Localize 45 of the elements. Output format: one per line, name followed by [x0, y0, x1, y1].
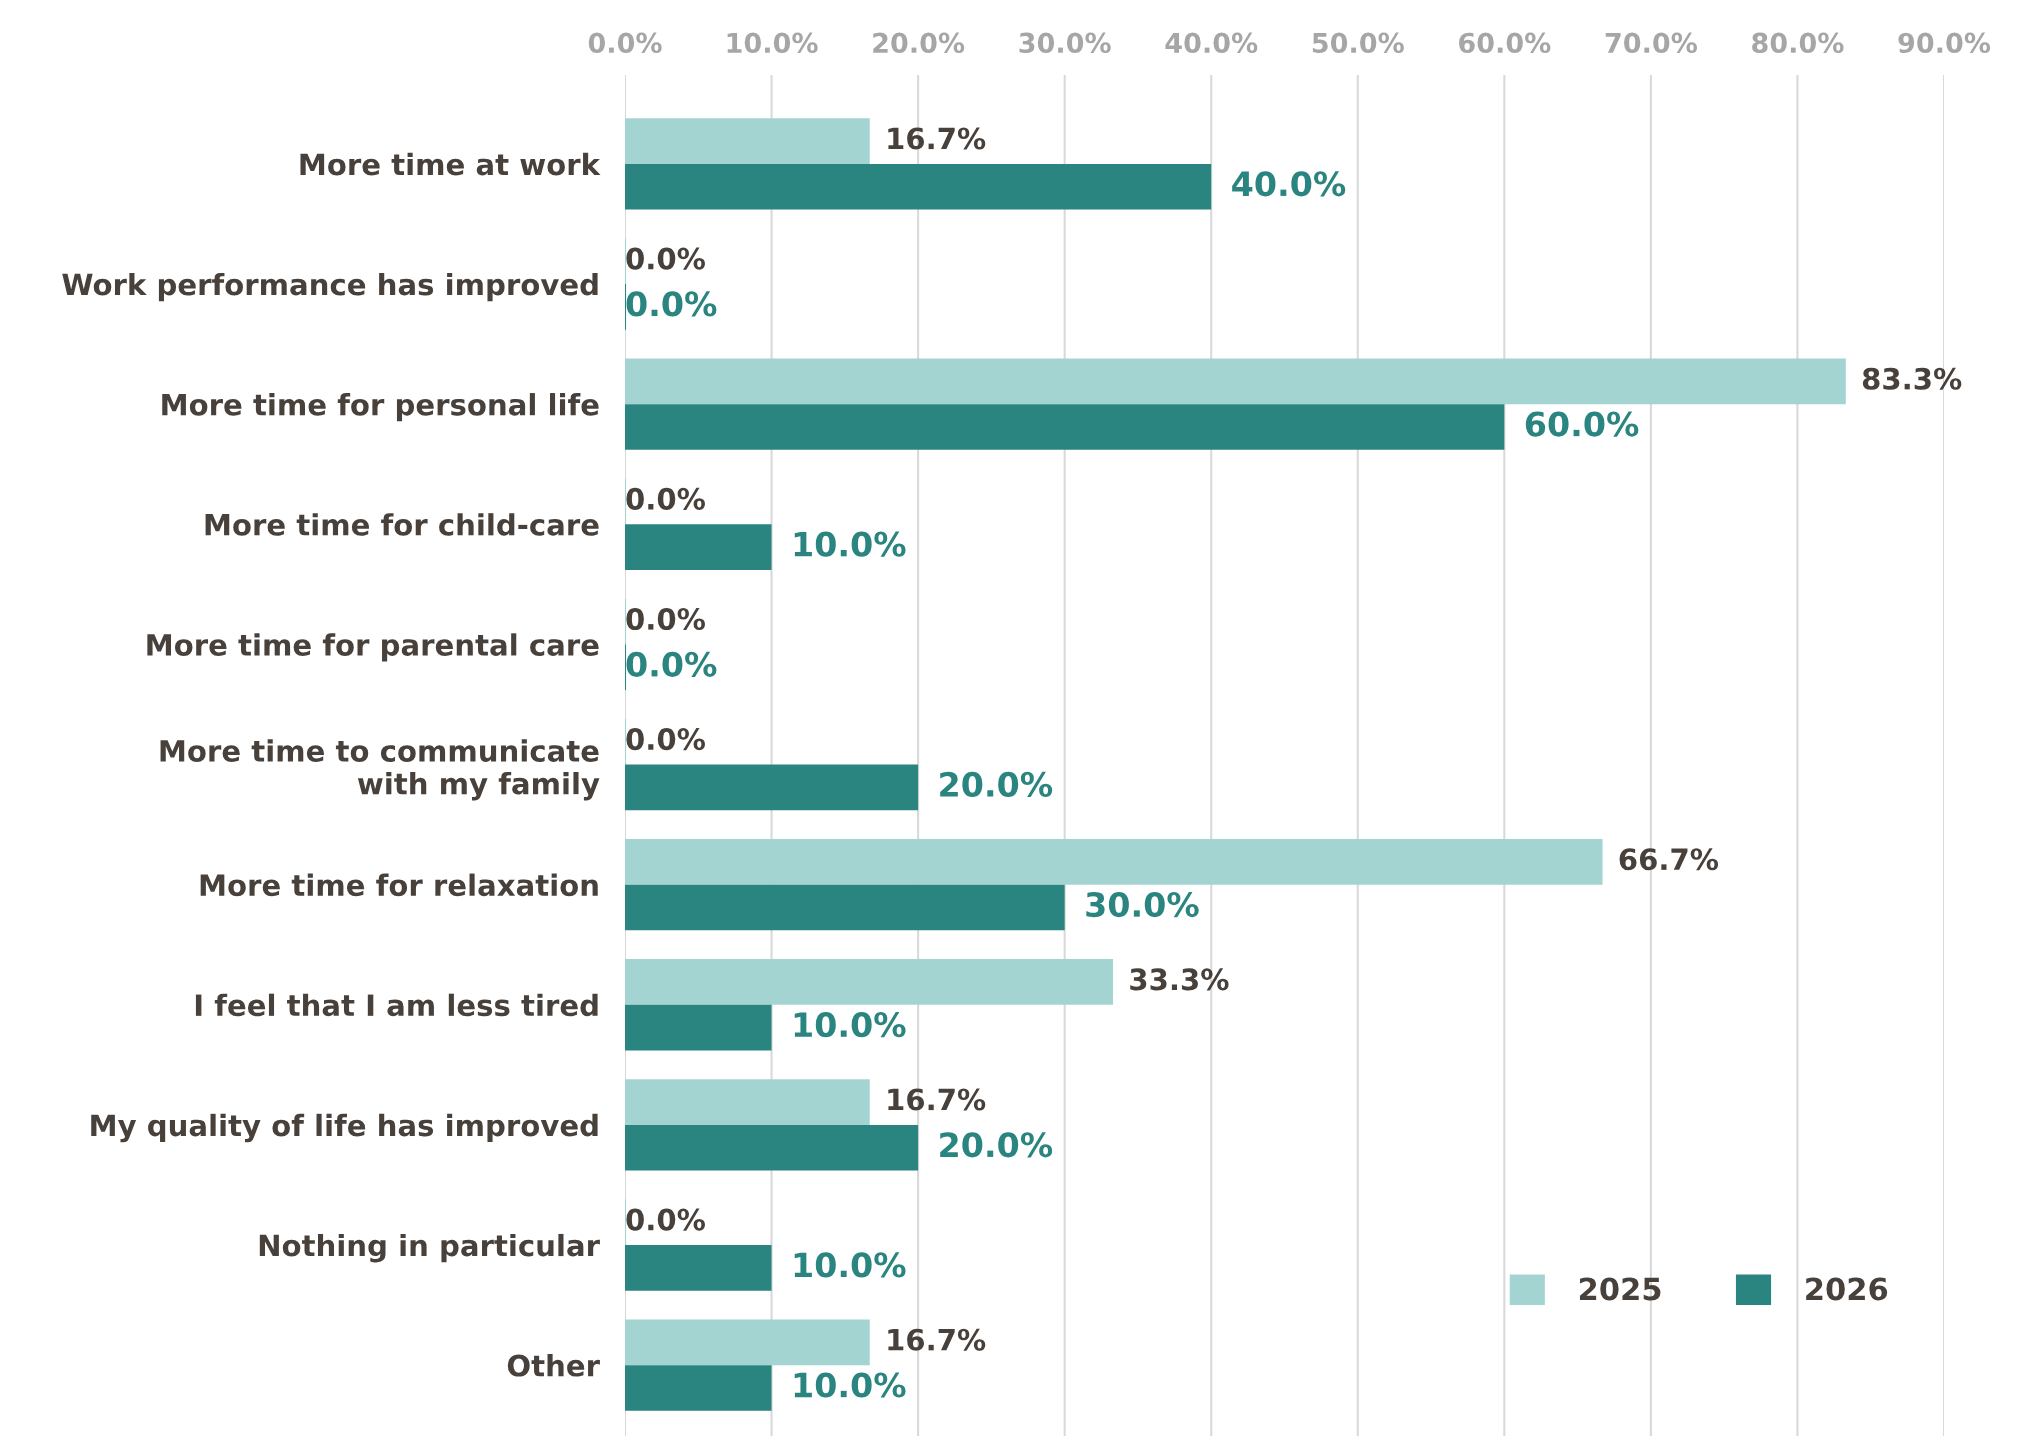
x-tick-label: 20.0% — [873, 32, 965, 54]
data-label: 0.0% — [626, 651, 717, 677]
legend-label: 2026 — [1806, 1277, 1888, 1301]
y-tick-label: More time for relaxation — [200, 873, 598, 897]
y-tick-label: More time for child-care — [205, 513, 599, 536]
data-label: 0.0% — [626, 291, 717, 317]
y-tick-label: More time for personal life — [162, 393, 599, 422]
data-label: 10.0% — [794, 531, 906, 557]
data-label: 10.0% — [794, 1372, 906, 1398]
x-tick-label: 60.0% — [1459, 32, 1551, 54]
data-label: 0.0% — [626, 247, 705, 270]
y-tick-label: Work performance has improved — [62, 272, 598, 302]
legend-label: 2025 — [1579, 1277, 1661, 1301]
x-tick-label: 50.0% — [1312, 32, 1404, 54]
y-tick-label: More time to communicate with my family — [160, 739, 600, 801]
x-tick-label: 0.0% — [588, 32, 662, 54]
x-tick-label: 90.0% — [1898, 32, 1991, 54]
data-label: 16.7% — [888, 127, 986, 150]
data-label: 0.0% — [626, 728, 705, 751]
data-label: 20.0% — [940, 771, 1053, 797]
x-tick-label: 10.0% — [727, 32, 818, 54]
y-tick-label: More time at work — [300, 152, 601, 176]
data-label: 83.3% — [1862, 367, 1962, 390]
y-tick-label: Nothing in particular — [259, 1233, 600, 1263]
x-tick-label: 70.0% — [1605, 32, 1698, 54]
data-label: 30.0% — [1086, 891, 1199, 918]
data-label: 0.0% — [626, 1208, 705, 1231]
data-label: 60.0% — [1525, 411, 1639, 437]
y-tick-label: Other — [507, 1354, 600, 1377]
y-tick-label: My quality of life has improved — [91, 1113, 598, 1143]
y-tick-label: I feel that I am less tired — [195, 993, 598, 1017]
x-tick-label: 80.0% — [1752, 32, 1844, 54]
data-label: 10.0% — [794, 1012, 906, 1038]
data-label: 16.7% — [888, 1088, 986, 1111]
data-label: 33.3% — [1130, 968, 1229, 991]
data-label: 0.0% — [626, 607, 705, 631]
data-label: 66.7% — [1619, 848, 1719, 871]
x-tick-label: 30.0% — [1019, 32, 1111, 54]
x-tick-label: 40.0% — [1165, 32, 1258, 54]
data-label: 40.0% — [1232, 171, 1346, 197]
y-tick-label: More time for parental care — [147, 633, 599, 662]
data-label: 16.7% — [888, 1328, 986, 1351]
data-label: 10.0% — [794, 1252, 906, 1278]
data-label: 20.0% — [940, 1132, 1053, 1158]
data-label: 0.0% — [626, 487, 705, 510]
